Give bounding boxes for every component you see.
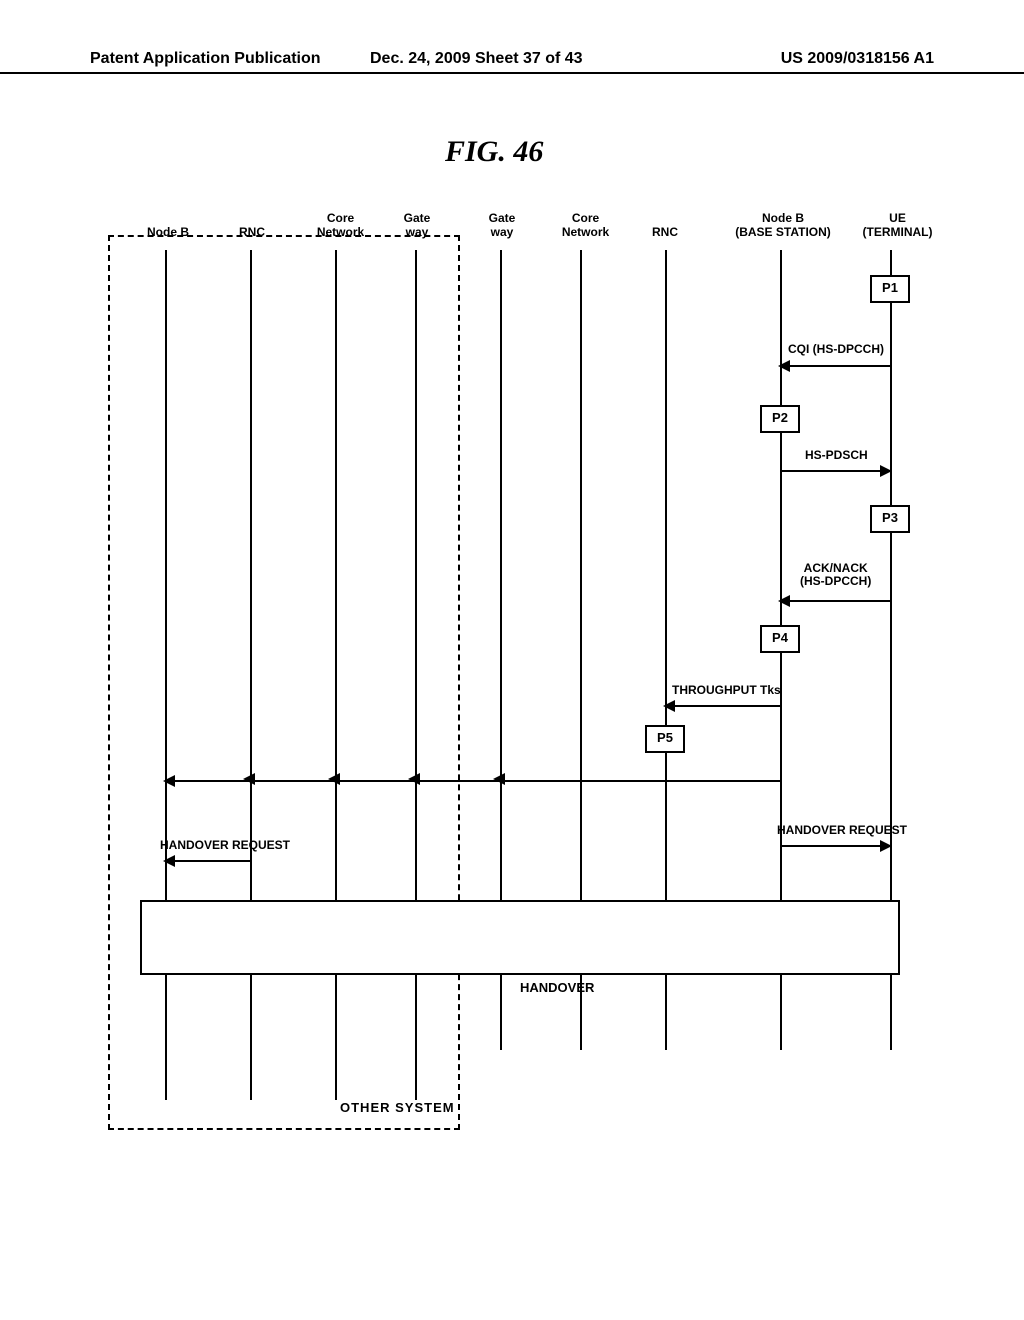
- tick-gw1: [493, 773, 505, 785]
- pbox-p2: P2: [760, 405, 800, 433]
- lifeline-rnc2-2: [250, 975, 252, 1100]
- msg-hreq-left: [165, 860, 250, 862]
- header-left: Patent Application Publication: [90, 50, 321, 68]
- lifeline-gw1: [500, 250, 502, 900]
- lifeline-nodeb2: [165, 250, 167, 900]
- pbox-p3: P3: [870, 505, 910, 533]
- page-header: Patent Application Publication Dec. 24, …: [0, 50, 1024, 74]
- lifeline-gw2: [415, 250, 417, 900]
- lane-label-gw2: Gateway: [397, 212, 437, 240]
- msg-throughput-label: THROUGHPUT Tks: [672, 683, 781, 697]
- other-system-box: [108, 235, 460, 1130]
- tick-rnc2: [243, 773, 255, 785]
- vline-nodeb-hreq: [780, 780, 782, 845]
- msg-hreq-right-label: HANDOVER REQUEST: [777, 823, 907, 837]
- tick-gw2: [408, 773, 420, 785]
- lifeline-rnc1-2: [665, 975, 667, 1050]
- lane-label-gw1: Gateway: [482, 212, 522, 240]
- msg-ack-label: ACK/NACK(HS-DPCCH): [800, 562, 871, 588]
- lane-label-ue: UE(TERMINAL): [850, 212, 945, 240]
- msg-throughput: [665, 705, 780, 707]
- lifeline-core2-2: [335, 975, 337, 1100]
- lifeline-gw1-2: [500, 975, 502, 1050]
- lifeline-gw2-2: [415, 975, 417, 1100]
- lane-label-rnc2: RNC: [232, 226, 272, 240]
- other-system-label: OTHER SYSTEM: [340, 1100, 455, 1115]
- header-right: US 2009/0318156 A1: [781, 50, 934, 68]
- lifeline-rnc1: [665, 250, 667, 900]
- lane-label-rnc1: RNC: [645, 226, 685, 240]
- msg-hreq-right: [780, 845, 890, 847]
- pbox-p4: P4: [760, 625, 800, 653]
- lifeline-core1: [580, 250, 582, 900]
- msg-ack: [780, 600, 890, 602]
- lane-label-nodeb2: Node B: [138, 226, 198, 240]
- handover-bar-label: HANDOVER: [520, 980, 594, 995]
- msg-hreq-left-label: HANDOVER REQUEST: [160, 838, 290, 852]
- pbox-p1: P1: [870, 275, 910, 303]
- lifeline-nodeb1-2: [780, 975, 782, 1050]
- msg-rnc-to-nodeb-right: [665, 780, 780, 782]
- lifeline-nodeb2-2: [165, 975, 167, 1100]
- lane-label-core1: CoreNetwork: [558, 212, 613, 240]
- page: Patent Application Publication Dec. 24, …: [0, 0, 1024, 1320]
- pbox-p5: P5: [645, 725, 685, 753]
- msg-cqi-label: CQI (HS-DPCCH): [788, 342, 884, 356]
- lane-label-core2: CoreNetwork: [313, 212, 368, 240]
- msg-hs-pdsch-label: HS-PDSCH: [805, 448, 868, 462]
- msg-cqi: [780, 365, 890, 367]
- lifeline-ue-2: [890, 975, 892, 1050]
- handover-bar: [140, 900, 900, 975]
- header-center: Dec. 24, 2009 Sheet 37 of 43: [370, 50, 583, 68]
- figure-label: FIG. 46: [445, 135, 543, 169]
- sequence-diagram: OTHER SYSTEM UE(TERMINAL) Node B(BASE ST…: [120, 180, 910, 1140]
- lifeline-ue: [890, 250, 892, 900]
- msg-hs-pdsch: [780, 470, 890, 472]
- lifeline-core2: [335, 250, 337, 900]
- lane-label-nodeb1: Node B(BASE STATION): [723, 212, 843, 240]
- tick-core2: [328, 773, 340, 785]
